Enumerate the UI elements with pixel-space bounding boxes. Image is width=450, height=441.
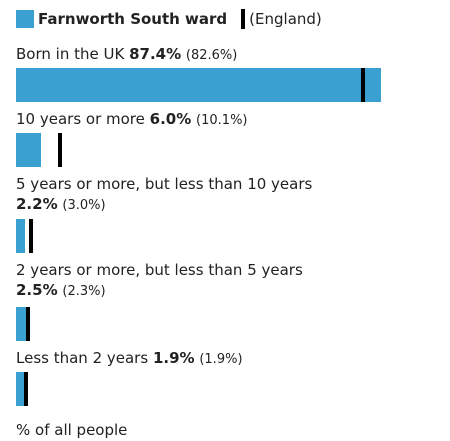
comparison-value-label: (10.1%) (196, 113, 248, 128)
category-label: 2 years or more, but less than 5 years (16, 261, 303, 279)
row-label-10-years-or-more: 10 years or more 6.0% (10.1%) (16, 109, 248, 131)
area-legend-label: Farnworth South ward (38, 10, 228, 28)
row-label-less-than-2-years: Less than 2 years 1.9% (1.9%) (16, 348, 243, 370)
comparison-marker-2-to-5-years (25, 307, 30, 341)
bar-2-to-5-years (16, 307, 27, 341)
row-label-2-to-5-years: 2 years or more, but less than 5 years 2… (16, 260, 303, 302)
value-label: 2.5% (16, 281, 58, 299)
row-label-5-to-10-years: 5 years or more, but less than 10 years … (16, 174, 312, 216)
bar-born-in-uk (16, 68, 382, 102)
value-label: 2.2% (16, 195, 58, 213)
comparison-marker-less-than-2-years (23, 372, 28, 406)
comparison-marker-born-in-uk (361, 68, 366, 102)
comparison-marker-10-years-or-more (58, 133, 63, 167)
value-label: 6.0% (149, 110, 192, 128)
comparison-value-label: (1.9%) (199, 352, 243, 367)
row-label-born-in-uk: Born in the UK 87.4% (82.6%) (16, 44, 237, 66)
category-label: Born in the UK (16, 45, 125, 63)
comparison-value-label: (2.3%) (62, 284, 106, 299)
value-label: 1.9% (152, 349, 195, 367)
comparison-value-label: (82.6%) (185, 48, 238, 63)
comparison-value-label: (3.0%) (62, 198, 106, 213)
chart-legend: Farnworth South ward (England) (16, 8, 322, 30)
category-label: 5 years or more, but less than 10 years (16, 175, 313, 193)
category-label: 10 years or more (16, 110, 145, 128)
area-legend-swatch (16, 10, 34, 28)
bar-10-years-or-more (16, 133, 42, 167)
value-label: 87.4% (129, 45, 182, 63)
category-label: Less than 2 years (16, 349, 149, 367)
comparison-legend-swatch (241, 9, 246, 29)
bar-5-to-10-years (16, 219, 26, 253)
bar-less-than-2-years (16, 372, 24, 406)
comparison-legend-label: (England) (249, 10, 322, 28)
comparison-marker-5-to-10-years (28, 219, 33, 253)
axis-label: % of all people (16, 421, 128, 439)
